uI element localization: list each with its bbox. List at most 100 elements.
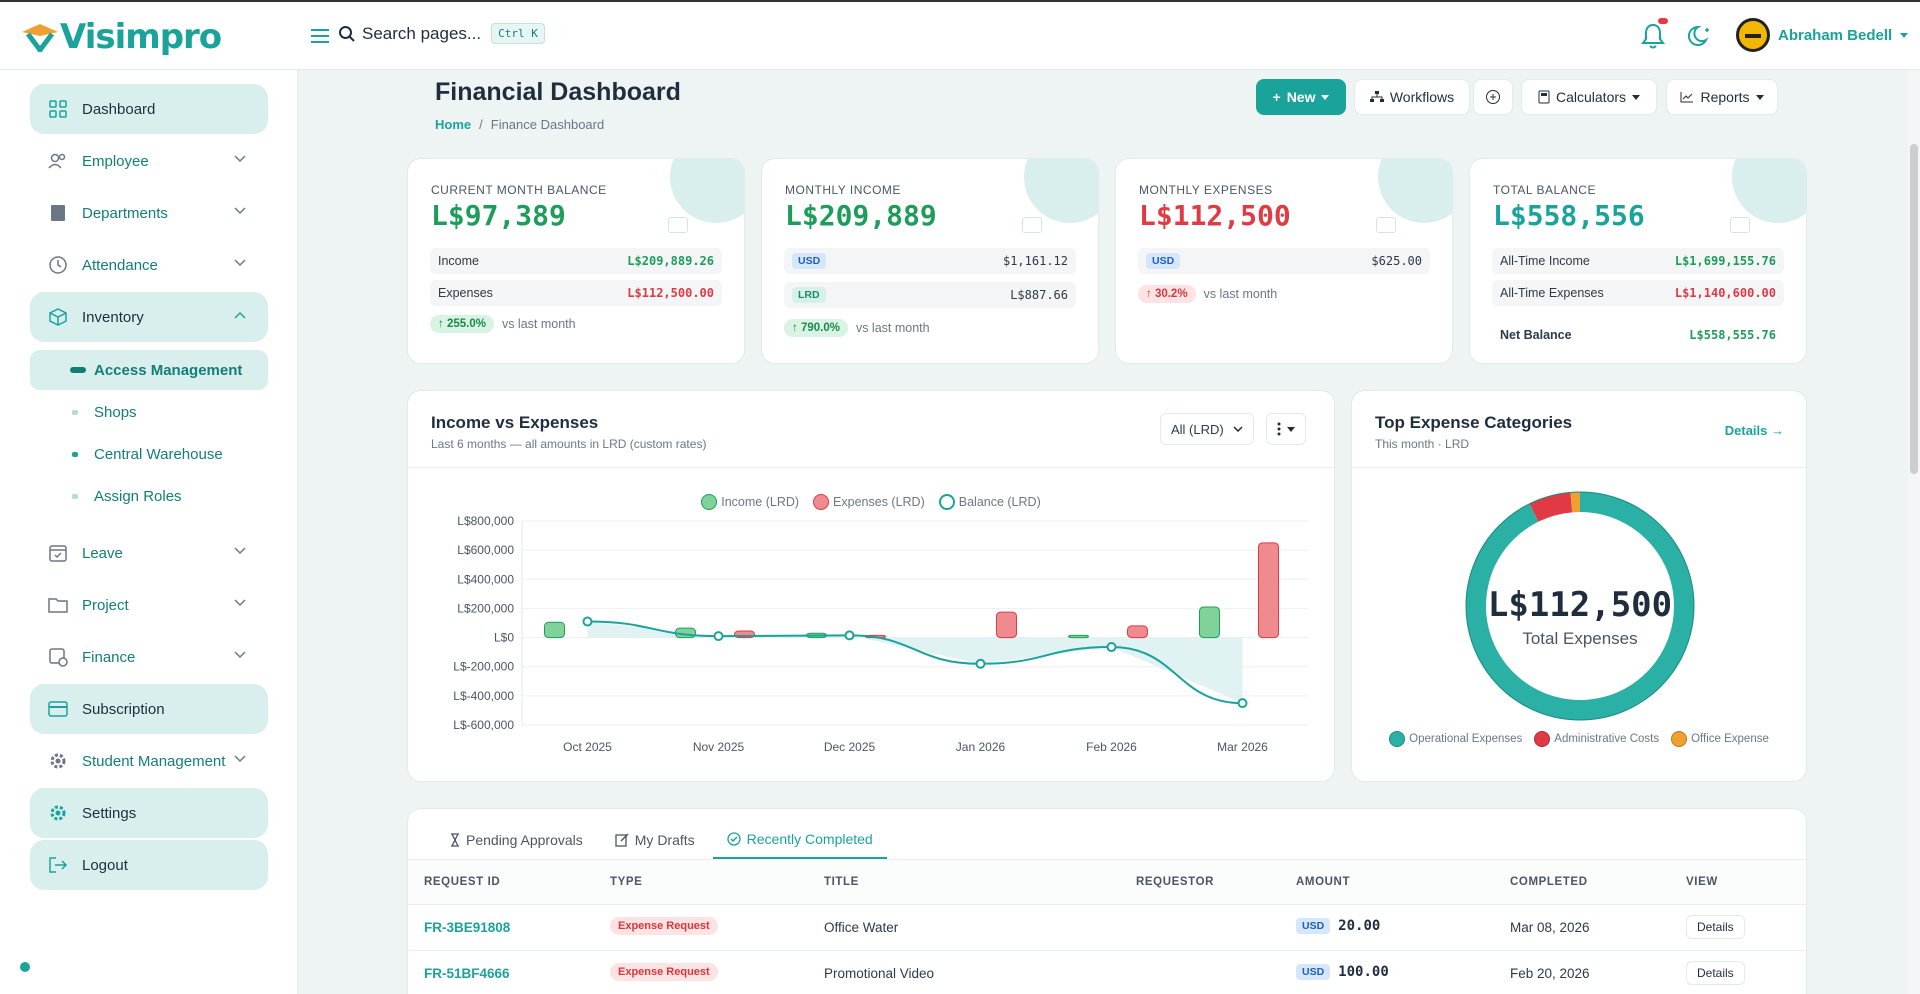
row-value: L$1,699,155.76 — [1674, 254, 1776, 268]
row-value: L$558,555.76 — [1689, 328, 1776, 342]
sidebar-item-project[interactable]: Project — [30, 580, 268, 630]
x-tick-label: Feb 2026 — [1086, 740, 1137, 754]
sidebar-item-employee[interactable]: Employee — [30, 136, 268, 186]
legend-label: Balance (LRD) — [958, 495, 1041, 509]
legend-swatch — [1534, 731, 1551, 747]
sidebar-subitem-central-warehouse[interactable]: Central Warehouse — [30, 434, 268, 474]
tab-recently-completed[interactable]: Recently Completed — [712, 821, 887, 859]
tab-pending-approvals[interactable]: Pending Approvals — [436, 821, 597, 859]
net-balance-row: Net Balance L$558,555.76 — [1492, 322, 1784, 348]
breadcrumb-home-link[interactable]: Home — [435, 117, 472, 132]
chevron-down-icon — [234, 755, 246, 763]
table-tabs: Pending Approvals My Drafts Recently Com… — [436, 821, 887, 859]
chart-options-button[interactable] — [1266, 413, 1306, 445]
trend-text: vs last month — [501, 317, 576, 331]
add-workflow-button[interactable] — [1473, 79, 1513, 115]
y-tick-label: L$200,000 — [457, 601, 514, 615]
chevron-down-icon — [1632, 94, 1641, 100]
sidebar-item-departments[interactable]: Departments — [30, 188, 268, 238]
calculators-button-label: Calculators — [1555, 89, 1627, 105]
details-button[interactable]: Details — [1686, 961, 1745, 985]
y-tick-label: L$-400,000 — [453, 689, 514, 703]
legend-swatch — [1671, 731, 1688, 747]
sidebar-subitem-assign-roles[interactable]: Assign Roles — [30, 476, 268, 516]
sidebar-item-student-management[interactable]: Student Management — [30, 736, 268, 786]
donut-outline — [1465, 491, 1695, 721]
theme-toggle-moon-icon[interactable] — [1688, 23, 1714, 49]
sidebar-subitem-label: Assign Roles — [94, 487, 182, 505]
new-button[interactable]: + New — [1256, 79, 1346, 115]
building-icon — [48, 203, 68, 223]
new-button-label: New — [1286, 89, 1316, 105]
logo-hat-icon — [22, 24, 58, 52]
legend-label: Expenses (LRD) — [833, 495, 925, 509]
legend-swatch — [813, 494, 830, 510]
app-logo[interactable]: Visimpro — [20, 14, 222, 60]
legend-item-operational[interactable]: Operational Expenses — [1389, 731, 1522, 747]
divider — [1352, 467, 1806, 468]
bullet-dot — [72, 452, 78, 457]
scrollbar-thumb[interactable] — [1910, 144, 1918, 474]
row-value: L$1,140,600.00 — [1674, 286, 1776, 300]
trend-text: vs last month — [855, 321, 930, 335]
sidebar-item-subscription[interactable]: Subscription — [30, 684, 268, 734]
breadcrumb: Home / Finance Dashboard — [435, 117, 604, 132]
type-badge: Expense Request — [610, 917, 718, 935]
notifications-bell-icon[interactable] — [1640, 18, 1668, 50]
sidebar-subitem-access-management[interactable]: Access Management — [30, 350, 268, 390]
request-title: Promotional Video — [824, 966, 935, 981]
decorative-blob — [1378, 159, 1452, 223]
hamburger-menu-icon[interactable] — [309, 26, 331, 46]
reports-button[interactable]: Reports — [1666, 79, 1778, 115]
page-scrollbar[interactable] — [1908, 70, 1920, 994]
tab-my-drafts[interactable]: My Drafts — [601, 821, 709, 859]
expense-bar — [996, 611, 1017, 639]
user-menu[interactable]: Abraham Bedell — [1736, 18, 1909, 52]
search-trigger[interactable]: Search pages... Ctrl K — [338, 23, 545, 44]
row-value: $1,161.12 — [1002, 254, 1068, 268]
sidebar-item-logout[interactable]: Logout — [30, 840, 268, 890]
request-id-link[interactable]: FR-51BF4666 — [424, 966, 510, 981]
legend-item-office[interactable]: Office Expense — [1671, 731, 1769, 747]
alltime-income-row: All-Time Income L$1,699,155.76 — [1492, 248, 1784, 274]
legend-item-expenses[interactable]: Expenses (LRD) — [813, 494, 925, 510]
users-icon — [48, 151, 68, 171]
currency-chip: USD — [1296, 918, 1331, 934]
sidebar: Dashboard Employee Departments Attendanc… — [0, 70, 298, 994]
sidebar-item-dashboard[interactable]: Dashboard — [30, 84, 268, 134]
sidebar-subitem-shops[interactable]: Shops — [30, 392, 268, 432]
stat-label: MONTHLY INCOME — [785, 183, 901, 197]
box-icon — [48, 307, 68, 327]
sidebar-item-leave[interactable]: Leave — [30, 528, 268, 578]
workflows-button[interactable]: Workflows — [1354, 79, 1470, 115]
settings-gear-icon — [48, 803, 68, 823]
wallet-icon — [668, 217, 688, 233]
gear-icon — [48, 751, 68, 771]
legend-item-balance[interactable]: Balance (LRD) — [938, 494, 1041, 510]
request-id-link[interactable]: FR-3BE91808 — [424, 920, 511, 935]
sidebar-item-attendance[interactable]: Attendance — [30, 240, 268, 290]
plus-circle-icon — [1485, 89, 1501, 105]
sidebar-item-settings[interactable]: Settings — [30, 788, 268, 838]
legend-item-administrative[interactable]: Administrative Costs — [1534, 731, 1659, 747]
expense-bar — [1258, 542, 1279, 639]
sidebar-item-label: Settings — [82, 804, 137, 822]
calculators-button[interactable]: Calculators — [1521, 79, 1657, 115]
logout-icon — [48, 855, 68, 875]
column-header: REQUEST ID — [424, 876, 501, 888]
stat-card-monthly-expenses: MONTHLY EXPENSES L$112,500 USD $625.00 ↑… — [1115, 158, 1453, 364]
hourglass-icon — [450, 833, 460, 847]
sidebar-item-finance[interactable]: Finance — [30, 632, 268, 682]
currency-chip: USD — [1296, 964, 1331, 980]
legend-item-income[interactable]: Income (LRD) — [701, 494, 799, 510]
details-button[interactable]: Details — [1686, 915, 1745, 939]
column-header: TITLE — [824, 876, 859, 888]
balance-point — [1106, 642, 1117, 653]
details-link[interactable]: Details → — [1724, 423, 1784, 438]
y-tick-label: L$400,000 — [457, 572, 514, 586]
sidebar-item-inventory[interactable]: Inventory — [30, 292, 268, 342]
currency-filter-select[interactable]: All (LRD) — [1160, 413, 1254, 445]
column-header: AMOUNT — [1296, 876, 1351, 888]
row-label: Net Balance — [1500, 328, 1572, 342]
chart-legend: Income (LRD) Expenses (LRD) Balance (LRD… — [408, 494, 1334, 510]
